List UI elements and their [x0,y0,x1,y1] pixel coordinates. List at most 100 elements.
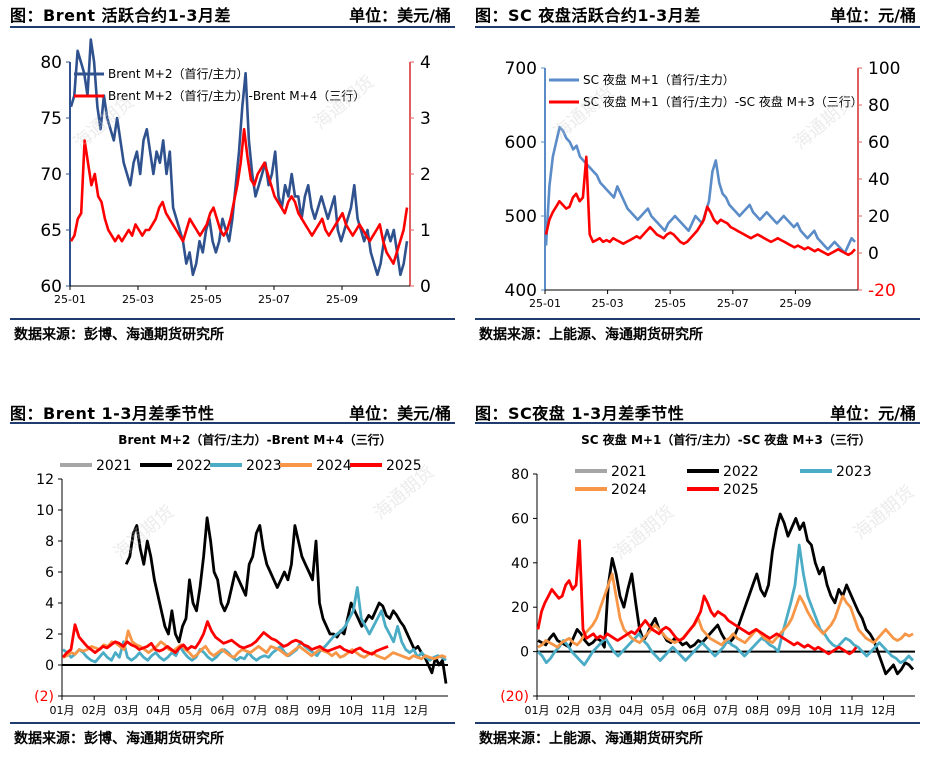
series-line-1 [544,155,856,257]
right-tick-label: -20 [868,281,896,301]
right-tick-label: 4 [420,53,431,73]
series-line-1 [69,127,409,265]
legend-label: 2023 [246,458,282,474]
right-tick-label: 2 [420,165,431,185]
x-tick-label: 09月 [307,704,332,717]
x-tick-label: 25-07 [258,293,290,306]
series-line-2025 [536,539,858,656]
x-tick-label: 25-01 [529,297,561,310]
legend-label: 2025 [723,482,759,498]
series-line-0 [544,125,856,255]
panel-title: 图：SC 夜盘活跃合约1-3月差 [475,6,701,25]
right-tick-label: 100 [868,59,900,79]
x-tick-label: 25-05 [190,293,222,306]
y-tick-label: 12 [36,472,54,488]
x-tick-label: 03月 [114,704,139,717]
x-tick-label: 25-05 [654,297,686,310]
brent-spread-chart: 60 65 70 75 80 0 1 2 3 4 25-01 25-03 25-05 25-07 25-09… [40,38,431,306]
x-tick-label: 04月 [619,704,644,717]
y-tick-label: 2 [45,627,54,643]
legend-label: 2021 [611,464,647,480]
x-tick-label: 11月 [371,704,396,717]
title-rule [475,26,920,28]
right-tick-label: 0 [420,277,431,297]
x-tick-label: 06月 [210,704,235,717]
left-tick-label: 75 [40,109,62,129]
x-tick-label: 02月 [556,704,581,717]
y-tick-label: (20) [500,689,529,705]
x-tick-label: 09月 [777,704,802,717]
right-tick-label: 0 [868,244,879,264]
legend-label: Brent M+2（首行/主力） [108,67,249,81]
right-tick-label: 20 [868,207,890,227]
panel-unit: 单位：元/桶 [830,6,916,25]
y-tick-label: 60 [511,511,529,527]
source-rule [475,722,920,724]
brent-seasonal-chart: Brent M+2（首行/主力）-Brent M+4（三行） (2) 0 2 4 6 8 10… [34,432,448,717]
panel-title: 图：SC夜盘 1-3月差季节性 [475,404,685,423]
series-line-2023 [536,543,915,667]
legend-label: 2021 [96,458,132,474]
x-tick-label: 07月 [243,704,268,717]
left-tick-label: 80 [40,53,62,73]
title-rule [10,422,455,424]
left-tick-label: 600 [505,133,537,153]
right-tick-label: 60 [868,133,890,153]
x-tick-label: 25-09 [326,293,358,306]
legend-label: 2025 [386,458,422,474]
legend-label: 2024 [316,458,352,474]
y-tick-label: 0 [520,645,529,661]
series-line-0 [69,38,409,277]
legend-label: 2022 [176,458,212,474]
panel-title: 图：Brent 活跃合约1-3月差 [10,6,231,25]
panel-brent-seasonal: 图：Brent 1-3月差季节性 单位：美元/桶 Brent M+2（首行/主力… [0,398,465,778]
x-tick-label: 07月 [714,704,739,717]
source-rule [475,318,920,320]
y-tick-label: 4 [45,596,54,612]
legend-label: 2024 [611,482,647,498]
left-tick-label: 65 [40,221,62,241]
panel-unit: 单位：美元/桶 [349,404,451,423]
left-tick-label: 400 [505,281,537,301]
left-tick-label: 60 [40,277,62,297]
x-tick-label: 12月 [403,704,428,717]
series-line-2024 [62,629,447,661]
series-line-2025 [61,620,389,659]
sc-seasonal-chart: SC 夜盘 M+1（首行/主力）-SC 夜盘 M+3（三行） (20) 0 20 40 6… [500,432,915,717]
x-tick-label: 25-01 [54,293,86,306]
x-tick-label: 05月 [651,704,676,717]
panel-brent-spread: 图：Brent 活跃合约1-3月差 单位：美元/桶 60 65 70 75 80 0 1 2 3… [0,0,465,380]
x-tick-label: 25-07 [717,297,749,310]
source-rule [10,722,455,724]
panel-unit: 单位：美元/桶 [349,6,451,25]
x-tick-label: 10月 [339,704,364,717]
x-tick-label: 08月 [745,704,770,717]
x-tick-label: 05月 [178,704,203,717]
left-tick-label: 500 [505,207,537,227]
right-tick-label: 3 [420,109,431,129]
sc-spread-chart: 400 500 600 700 -20 0 20 40 60 80 100 25-01 25-03 25-… [505,59,901,310]
legend-label: SC 夜盘 M+1（首行/主力）-SC 夜盘 M+3（三行） [583,94,863,109]
series-line-2022 [124,516,448,684]
x-tick-label: 12月 [871,704,896,717]
x-tick-label: 04月 [146,704,171,717]
y-tick-label: 0 [45,658,54,674]
plot-area: 60 65 70 75 80 0 1 2 3 4 25-01 25-03 25-05 25-07 25-09… [40,38,431,306]
x-tick-label: 25-09 [779,297,811,310]
y-tick-label: 8 [45,534,54,550]
panel-source: 数据来源：上能源、海通期货研究所 [479,327,703,343]
x-tick-label: 08月 [275,704,300,717]
title-rule [475,422,920,424]
panel-title: 图：Brent 1-3月差季节性 [10,404,215,423]
legend-label: 2022 [723,464,759,480]
left-tick-label: 700 [505,59,537,79]
legend-label: SC 夜盘 M+1（首行/主力） [583,72,735,87]
y-tick-label: 80 [511,467,529,483]
panel-source: 数据来源：彭博、海通期货研究所 [14,327,224,343]
x-tick-label: 25-03 [592,297,624,310]
panel-unit: 单位：元/桶 [830,404,916,423]
plot-area: SC 夜盘 M+1（首行/主力）-SC 夜盘 M+3（三行） (20) 0 20 40 6… [500,432,915,717]
y-tick-label: 10 [36,503,54,519]
x-tick-label: 11月 [840,704,865,717]
panel-sc-spread: 图：SC 夜盘活跃合约1-3月差 单位：元/桶 400 500 600 700 -20 0… [465,0,930,380]
